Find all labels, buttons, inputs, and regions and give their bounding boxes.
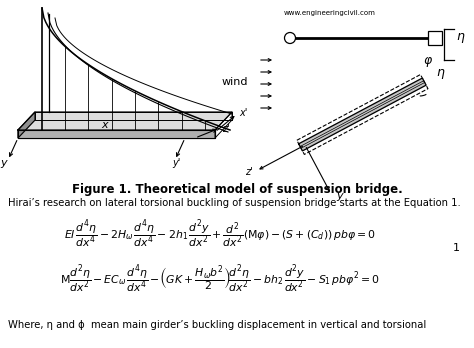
Polygon shape: [18, 112, 35, 138]
Polygon shape: [18, 112, 232, 130]
Text: 1: 1: [453, 243, 460, 253]
Text: $\eta$: $\eta$: [456, 31, 465, 45]
Circle shape: [284, 32, 295, 44]
Text: $\mathrm{M}\dfrac{d^2\eta}{dx^2} - EC_\omega\,\dfrac{d^4\eta}{dx^4} - \!\left(GK: $\mathrm{M}\dfrac{d^2\eta}{dx^2} - EC_\o…: [60, 263, 380, 295]
Text: Where, η and ϕ  mean main girder’s buckling displacement in vertical and torsion: Where, η and ϕ mean main girder’s buckli…: [8, 320, 426, 330]
Text: www.engineeringcivil.com: www.engineeringcivil.com: [284, 10, 376, 16]
Text: Hirai’s research on lateral torsional buckling of suspension bridge starts at th: Hirai’s research on lateral torsional bu…: [8, 198, 461, 208]
Text: $\varphi$: $\varphi$: [423, 55, 433, 69]
Text: Figure 1. Theoretical model of suspension bridge.: Figure 1. Theoretical model of suspensio…: [72, 183, 402, 196]
Text: z': z': [222, 124, 230, 134]
Text: x': x': [239, 108, 247, 118]
Text: $EI\,\dfrac{d^4\eta}{dx^4} - 2H_\omega\,\dfrac{d^4\eta}{dx^4} - 2h_1\,\dfrac{d^2: $EI\,\dfrac{d^4\eta}{dx^4} - 2H_\omega\,…: [64, 218, 376, 250]
Polygon shape: [18, 130, 215, 138]
Text: y: y: [0, 158, 7, 168]
Text: wind: wind: [221, 77, 248, 87]
Text: y': y': [172, 158, 181, 168]
Bar: [428, 31, 442, 45]
Text: $\eta$: $\eta$: [436, 67, 445, 81]
Text: x: x: [102, 120, 109, 130]
Text: z': z': [245, 167, 252, 177]
Polygon shape: [299, 78, 426, 151]
Text: y: y: [336, 191, 342, 200]
